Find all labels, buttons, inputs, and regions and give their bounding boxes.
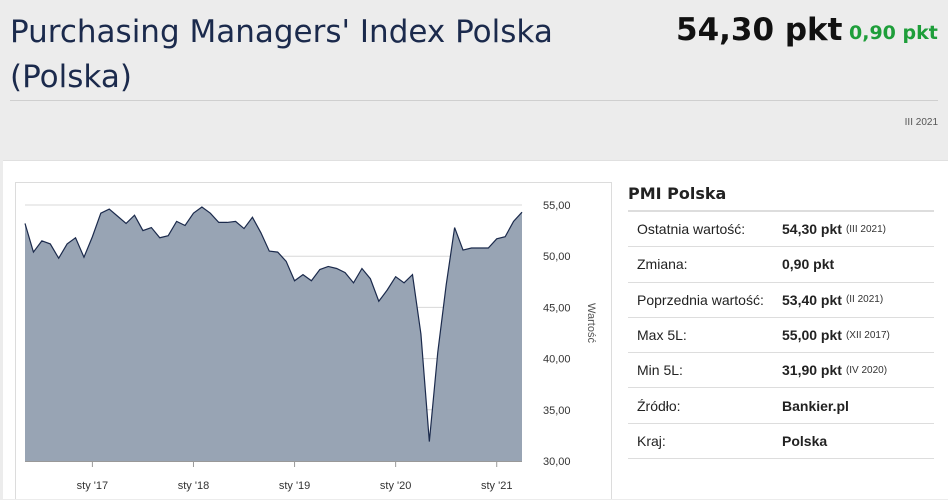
info-row-label: Ostatnia wartość: [637, 221, 746, 238]
series-line [24, 206, 523, 442]
info-row: Zmiana: 0,90 pkt [628, 247, 934, 283]
info-row-value: Polska [782, 432, 828, 449]
y-tick-label: 40,00 [543, 354, 571, 366]
info-row: Max 5L: 55,00 pkt (XII 2017) [628, 318, 934, 354]
x-tick-label: sty '21 [481, 480, 512, 492]
info-row-period: (III 2021) [845, 223, 886, 235]
y-tick-label: 50,00 [543, 251, 571, 263]
chart-container[interactable]: 30,00 35,00 40,00 45,00 50,00 55,00 sty '17 sty… [15, 182, 612, 499]
info-row-value: 55,00 pkt [782, 327, 842, 344]
info-row-period: (IV 2020) [845, 364, 888, 376]
info-row: Poprzednia wartość: 53,40 pkt (II 2021) [628, 283, 934, 318]
info-row-label: Zmiana: [637, 256, 688, 273]
y-tick-label: 55,00 [543, 200, 571, 212]
x-tick-label: sty '20 [380, 480, 411, 492]
info-row: Kraj: Polska [628, 424, 934, 460]
header-divider [10, 100, 938, 101]
page-title: Purchasing Managers' Index Polska (Polsk… [10, 14, 553, 95]
info-row-value: Bankier.pl [782, 397, 849, 414]
info-row-period: (XII 2017) [845, 329, 890, 341]
x-tick-label: sty '17 [77, 480, 108, 492]
pmi-chart[interactable]: 30,00 35,00 40,00 45,00 50,00 55,00 sty '17 sty… [16, 183, 613, 500]
x-tick-label: sty '19 [279, 480, 310, 492]
info-row-value: 0,90 pkt [782, 256, 835, 273]
info-row-label: Źródło: [637, 397, 681, 414]
y-tick-label: 35,00 [543, 405, 571, 417]
y-tick-label: 45,00 [543, 302, 571, 314]
y-axis-label: Wartość [585, 303, 597, 343]
x-tick-label: sty '18 [178, 480, 209, 492]
info-table: PMI Polska Ostatnia wartość: 54,30 pkt (II… [628, 180, 934, 460]
info-row-label: Kraj: [637, 432, 666, 449]
info-title: PMI Polska [628, 180, 934, 212]
current-value: 54,30 pkt [676, 12, 843, 48]
page-header: Purchasing Managers' Index Polska (Polsk… [0, 0, 948, 140]
info-row: Min 5L: 31,90 pkt (IV 2020) [628, 353, 934, 389]
info-row-value: 54,30 pkt [782, 221, 842, 238]
info-row-label: Min 5L: [637, 362, 683, 379]
period-label: III 2021 [904, 117, 938, 128]
info-row-label: Poprzednia wartość: [637, 291, 764, 308]
info-row: Ostatnia wartość: 54,30 pkt (III 2021) [628, 212, 934, 248]
info-row-period: (II 2021) [845, 294, 884, 306]
info-row-label: Max 5L: [637, 327, 687, 344]
info-row: Źródło: Bankier.pl [628, 388, 934, 424]
y-tick-label: 30,00 [543, 456, 571, 468]
change-value: 0,90 pkt [849, 22, 938, 44]
info-row-value: 53,40 pkt [782, 291, 842, 308]
series-area [25, 207, 522, 461]
info-row-value: 31,90 pkt [782, 362, 842, 379]
